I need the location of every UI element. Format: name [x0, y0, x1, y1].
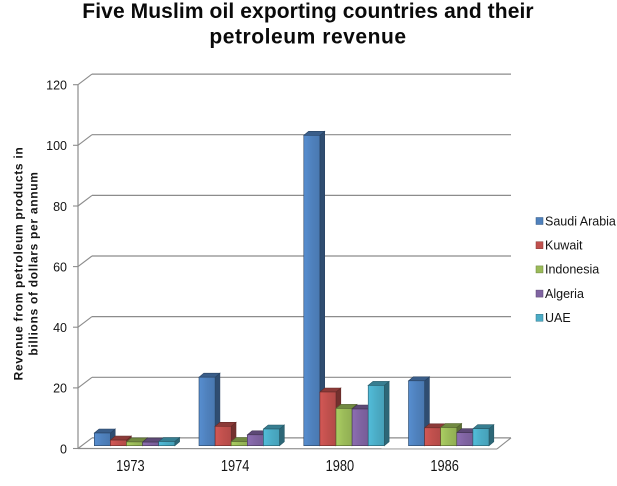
svg-text:1980: 1980: [326, 458, 355, 475]
svg-text:80: 80: [53, 200, 67, 214]
svg-text:1986: 1986: [430, 458, 459, 475]
svg-text:UAE: UAE: [545, 311, 571, 325]
svg-text:billions of dollars per annum: billions of dollars per annum: [27, 171, 41, 355]
svg-text:Algeria: Algeria: [545, 287, 584, 301]
svg-text:Revenue from petroleum product: Revenue from petroleum products in: [12, 147, 26, 381]
svg-text:Indonesia: Indonesia: [545, 263, 599, 277]
svg-text:0: 0: [60, 442, 67, 456]
svg-text:1973: 1973: [116, 458, 145, 475]
svg-text:20: 20: [53, 382, 67, 396]
svg-text:Kuwait: Kuwait: [545, 239, 583, 253]
svg-text:120: 120: [46, 79, 67, 93]
svg-text:Saudi Arabia: Saudi Arabia: [545, 214, 616, 228]
svg-text:60: 60: [53, 260, 67, 274]
svg-text:Five Muslim oil exporting coun: Five Muslim oil exporting countries and …: [82, 0, 533, 23]
svg-text:40: 40: [53, 321, 67, 335]
svg-text:1974: 1974: [221, 458, 250, 475]
svg-text:100: 100: [46, 139, 67, 153]
svg-text:petroleum revenue: petroleum revenue: [209, 26, 406, 49]
